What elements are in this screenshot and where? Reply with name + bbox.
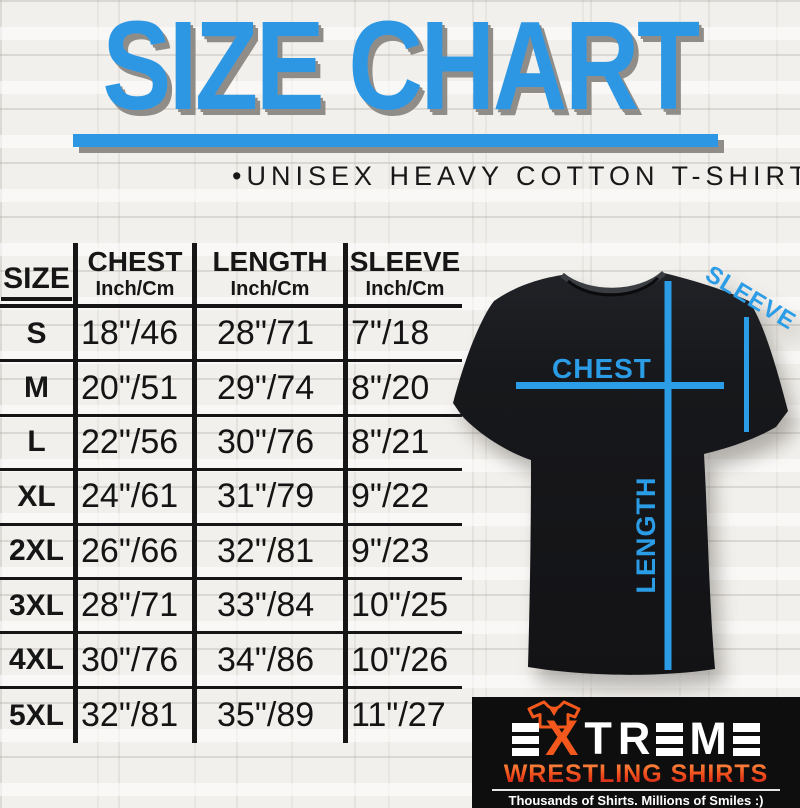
value-cell: 26"/66 [78,525,197,580]
value-cell: 29"/74 [197,362,348,417]
collar-inner-shadow [567,276,660,297]
brand-letter: M [689,713,727,764]
tshirt-icon [527,700,581,729]
brand-letter: T [584,713,612,764]
value-cell: 20"/51 [78,362,197,417]
brand-subname: WRESTLING SHIRTS [472,760,800,789]
value-cell: 7"/18 [348,308,462,363]
value-cell: 31"/79 [197,471,348,526]
value-cell: 32"/81 [78,688,197,744]
size-cell: L [0,416,78,472]
size-cell: 2XL [0,525,78,580]
brand-letter-e-glyph [512,723,540,756]
size-cell: 5XL [0,688,78,744]
value-cell: 22"/56 [78,416,197,472]
length-label: LENGTH [631,477,661,594]
value-cell: 28"/71 [197,308,348,363]
value-cell: 30"/76 [197,416,348,472]
value-cell: 35"/89 [197,688,348,744]
size-column-header: SIZE [0,243,78,308]
sleeve-column-header: SLEEVE Inch/Cm [348,243,462,308]
title-underline [73,134,718,147]
value-cell: 33"/84 [197,579,348,635]
length-column-header: LENGTH Inch/Cm [197,243,348,308]
brand-tagline: Thousands of Shirts. Millions of Smiles … [508,793,764,808]
subtitle: •UNISEX HEAVY COTTON T-SHIRT [232,161,800,192]
brand-letter: R [617,713,651,764]
size-cell: XL [0,471,78,526]
chest-line [516,382,724,389]
chest-label: CHEST [552,353,652,384]
value-cell: 28"/71 [78,579,197,635]
value-cell: 9"/23 [348,526,462,580]
value-cell: 9"/22 [348,471,462,526]
size-table: SIZE CHEST Inch/Cm LENGTH Inch/Cm SLEEVE… [0,243,462,744]
subtitle-text: UNISEX HEAVY COTTON T-SHIRT [246,161,800,191]
value-cell: 18"/46 [78,308,197,363]
value-cell: 30"/76 [78,634,197,689]
size-cell: S [0,308,78,363]
size-header-label: SIZE [1,264,72,301]
page-title: SIZE CHART [102,0,700,136]
size-cell: M [0,362,78,417]
bullet: • [232,161,247,191]
value-cell: 8"/20 [348,362,462,417]
value-cell: 24"/61 [78,471,197,526]
chest-column-header: CHEST Inch/Cm [78,243,197,308]
value-cell: 11"/27 [351,696,446,735]
value-cell: 8"/21 [348,417,462,472]
value-cell: 34"/86 [197,634,348,689]
tshirt-body [453,273,788,675]
value-cell: 10"/26 [348,634,462,689]
tshirt-diagram: CHEST LENGTH SLEEVE [453,261,800,675]
brand-letter-e-glyph [656,723,684,756]
size-cell: 3XL [0,579,78,635]
brand-letter: X [545,710,579,766]
size-cell: 4XL [0,634,78,689]
brand-letter-e-glyph [732,723,760,756]
title-wrap: SIZE CHART [0,0,800,136]
sleeve-line [744,317,749,432]
value-cell: 32"/81 [197,525,348,580]
length-line [664,281,672,670]
value-cell: 10"/25 [348,580,462,635]
logo-divider [492,789,780,791]
